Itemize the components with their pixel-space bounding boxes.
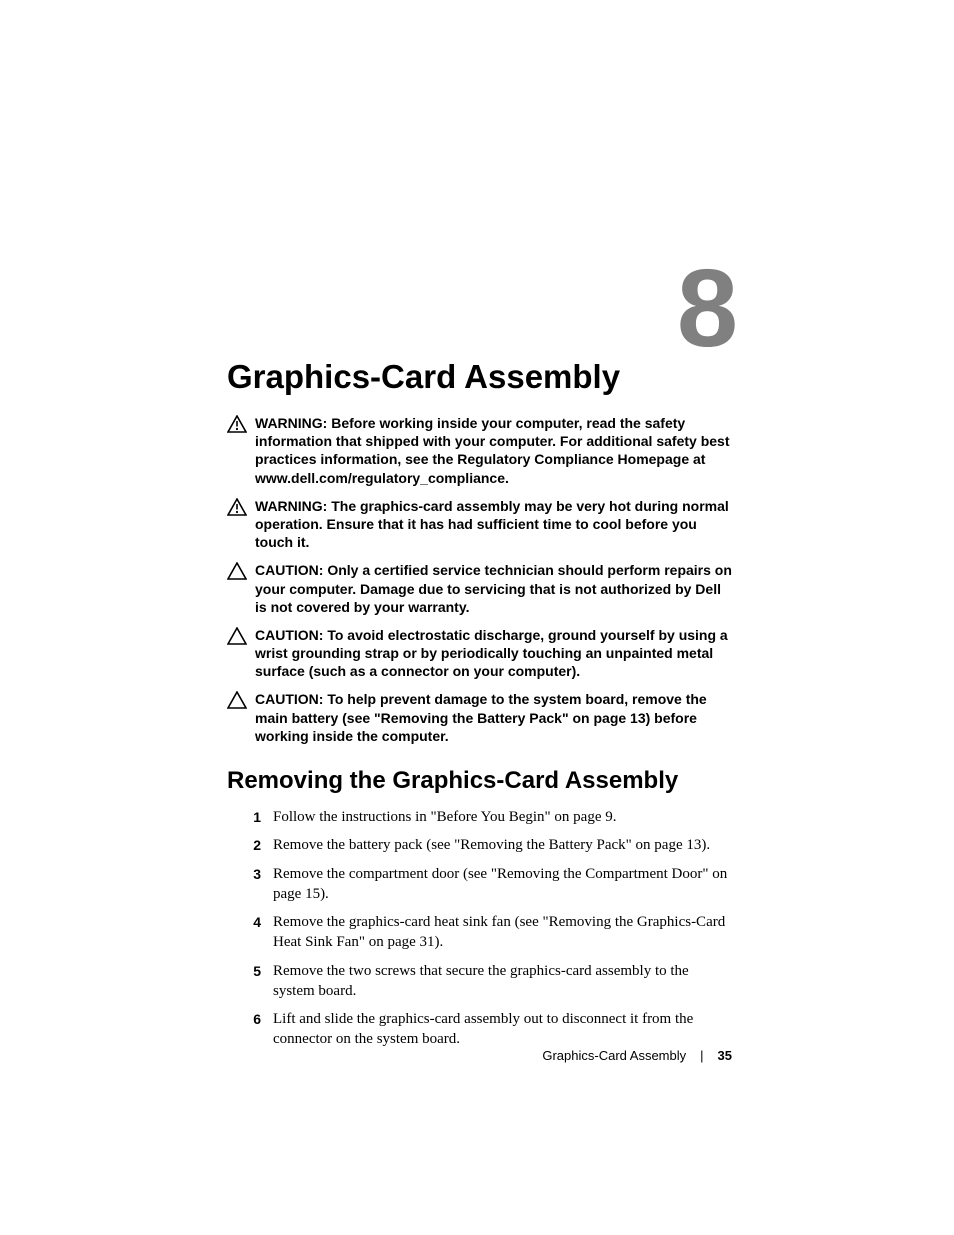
step-number: 1 [227, 808, 273, 827]
step-item: 4Remove the graphics-card heat sink fan … [227, 912, 732, 953]
step-item: 1Follow the instructions in "Before You … [227, 807, 732, 827]
step-item: 6Lift and slide the graphics-card assemb… [227, 1009, 732, 1050]
step-text: Follow the instructions in "Before You B… [273, 807, 732, 827]
notice-text: CAUTION: Only a certified service techni… [255, 561, 732, 616]
steps-list: 1Follow the instructions in "Before You … [227, 807, 732, 1050]
step-item: 2Remove the battery pack (see "Removing … [227, 835, 732, 855]
notice-body: To avoid electrostatic discharge, ground… [255, 627, 728, 679]
step-text: Lift and slide the graphics-card assembl… [273, 1009, 732, 1050]
notice-body: Only a certified service technician shou… [255, 562, 732, 614]
notice-text: CAUTION: To avoid electrostatic discharg… [255, 626, 732, 681]
caution-notice: CAUTION: To help prevent damage to the s… [227, 690, 732, 745]
footer-section: Graphics-Card Assembly [542, 1048, 686, 1063]
content-area: Graphics-Card Assembly WARNING: Before w… [227, 358, 732, 1058]
step-item: 3Remove the compartment door (see "Remov… [227, 864, 732, 905]
notice-label: CAUTION: [255, 691, 323, 707]
step-item: 5Remove the two screws that secure the g… [227, 961, 732, 1002]
warning-notice: WARNING: The graphics-card assembly may … [227, 497, 732, 552]
notice-label: WARNING: [255, 415, 327, 431]
step-number: 5 [227, 962, 273, 981]
warning-icon [227, 415, 249, 433]
caution-icon [227, 627, 249, 645]
notice-body: Before working inside your computer, rea… [255, 415, 729, 486]
page-footer: Graphics-Card Assembly | 35 [542, 1048, 732, 1063]
step-text: Remove the graphics-card heat sink fan (… [273, 912, 732, 953]
warning-icon [227, 498, 249, 516]
notice-label: CAUTION: [255, 562, 323, 578]
notice-label: WARNING: [255, 498, 327, 514]
caution-icon [227, 691, 249, 709]
footer-separator: | [700, 1048, 703, 1063]
step-number: 3 [227, 865, 273, 884]
caution-notice: CAUTION: To avoid electrostatic discharg… [227, 626, 732, 681]
page-title: Graphics-Card Assembly [227, 358, 732, 396]
footer-page-number: 35 [718, 1048, 732, 1063]
manual-page: 8 Graphics-Card Assembly WARNING: Before… [0, 0, 954, 1235]
notice-text: WARNING: Before working inside your comp… [255, 414, 732, 487]
section-heading: Removing the Graphics-Card Assembly [227, 767, 732, 795]
notice-body: The graphics-card assembly may be very h… [255, 498, 729, 550]
caution-notice: CAUTION: Only a certified service techni… [227, 561, 732, 616]
warning-notice: WARNING: Before working inside your comp… [227, 414, 732, 487]
step-number: 2 [227, 836, 273, 855]
notice-label: CAUTION: [255, 627, 323, 643]
step-text: Remove the battery pack (see "Removing t… [273, 835, 732, 855]
notice-text: WARNING: The graphics-card assembly may … [255, 497, 732, 552]
caution-icon [227, 562, 249, 580]
step-text: Remove the two screws that secure the gr… [273, 961, 732, 1002]
step-text: Remove the compartment door (see "Removi… [273, 864, 732, 905]
chapter-number: 8 [677, 245, 734, 372]
step-number: 4 [227, 913, 273, 932]
notice-body: To help prevent damage to the system boa… [255, 691, 707, 743]
notice-text: CAUTION: To help prevent damage to the s… [255, 690, 732, 745]
step-number: 6 [227, 1010, 273, 1029]
